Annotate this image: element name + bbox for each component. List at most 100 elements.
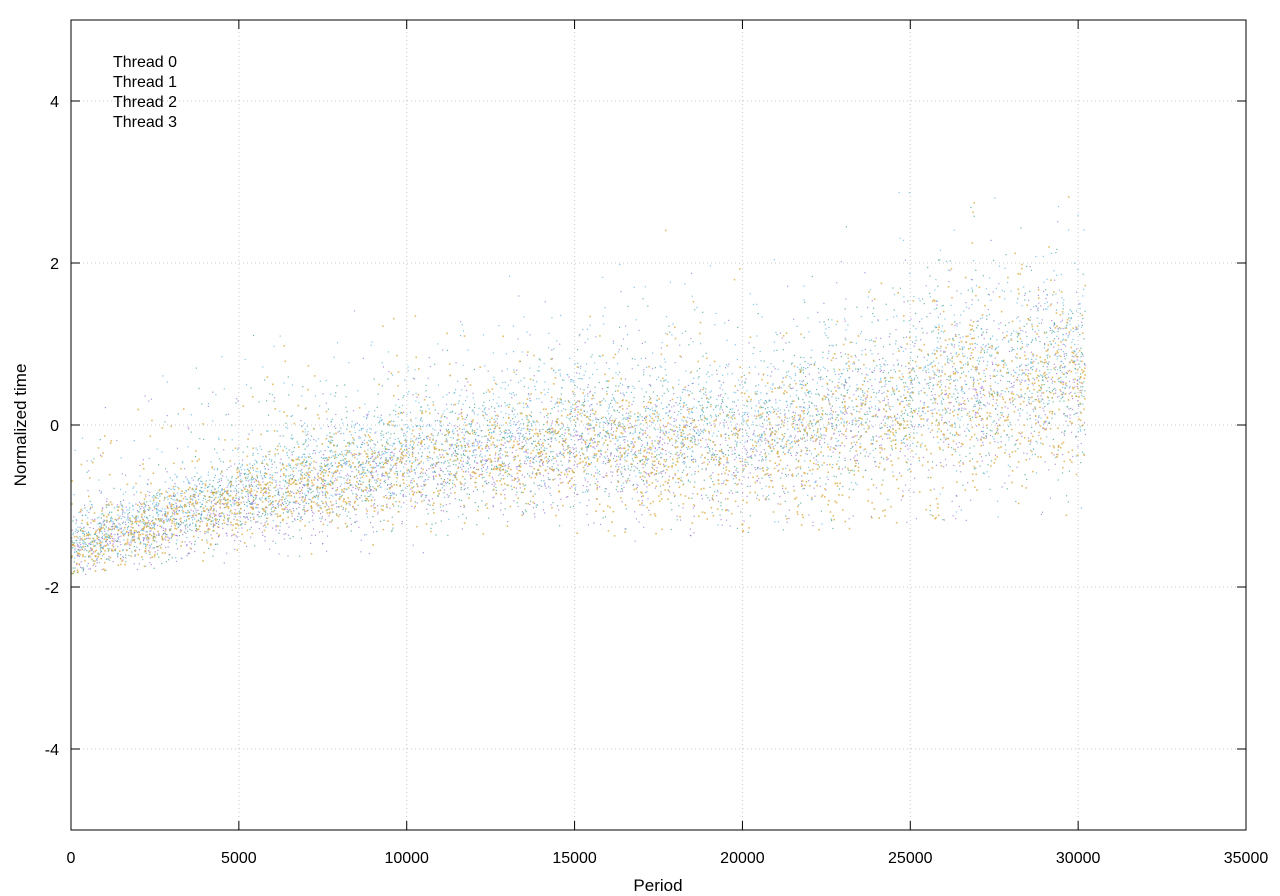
data-point — [776, 442, 778, 444]
data-point — [250, 483, 252, 486]
data-point — [645, 357, 647, 359]
data-point — [819, 377, 822, 379]
data-point — [324, 494, 326, 496]
data-point — [762, 426, 764, 428]
data-point — [345, 417, 348, 419]
data-point — [1038, 416, 1040, 419]
data-point — [230, 485, 232, 487]
data-point — [528, 428, 530, 431]
data-point — [347, 424, 349, 426]
data-point — [689, 528, 691, 530]
data-point — [498, 450, 500, 452]
data-point — [326, 460, 328, 462]
data-point — [107, 558, 109, 560]
data-point — [485, 460, 487, 462]
data-point — [668, 325, 670, 327]
data-point — [415, 425, 418, 427]
data-point — [990, 460, 993, 462]
data-point — [913, 410, 915, 412]
data-point — [176, 522, 178, 524]
data-point — [533, 375, 535, 377]
data-point — [766, 439, 768, 441]
data-point — [87, 535, 89, 537]
data-point — [474, 403, 476, 405]
data-point — [1020, 433, 1022, 435]
data-point — [920, 390, 922, 392]
data-point — [749, 485, 751, 487]
data-point — [569, 452, 571, 454]
data-point — [781, 419, 783, 421]
data-point — [856, 306, 858, 308]
data-point — [101, 507, 104, 509]
data-point — [584, 464, 586, 466]
data-point — [121, 473, 123, 475]
data-point — [1036, 305, 1038, 307]
data-point — [496, 422, 499, 424]
data-point — [702, 437, 704, 439]
data-point — [295, 502, 297, 504]
data-point — [214, 503, 216, 505]
data-point — [767, 407, 769, 409]
data-point — [262, 481, 264, 483]
data-point — [755, 385, 757, 387]
data-point — [845, 428, 847, 430]
data-point — [798, 419, 800, 421]
data-point — [164, 532, 167, 535]
data-point — [466, 493, 468, 495]
data-point — [158, 533, 160, 535]
data-point — [821, 464, 823, 466]
data-point — [158, 503, 160, 505]
data-point — [815, 459, 817, 461]
data-point — [567, 445, 569, 447]
data-point — [985, 435, 987, 437]
data-point — [705, 469, 707, 471]
data-point — [893, 416, 896, 418]
data-point — [267, 468, 269, 470]
data-point — [1024, 292, 1026, 294]
data-point — [133, 563, 135, 565]
data-point — [529, 438, 531, 440]
data-point — [703, 479, 705, 481]
data-point — [393, 505, 395, 507]
data-point — [817, 410, 819, 412]
data-point — [523, 485, 525, 487]
data-point — [851, 420, 853, 422]
data-point — [368, 490, 370, 492]
data-point — [421, 410, 423, 412]
data-point — [544, 450, 546, 452]
data-point — [948, 375, 950, 378]
data-point — [304, 462, 307, 464]
data-point — [619, 463, 621, 465]
data-point — [996, 430, 998, 432]
data-point — [580, 437, 582, 439]
data-point — [120, 535, 122, 537]
data-point — [332, 439, 334, 442]
data-point — [388, 424, 390, 426]
data-point — [801, 480, 803, 482]
data-point — [867, 381, 869, 383]
data-point — [361, 490, 363, 492]
data-point — [1020, 348, 1022, 350]
data-point — [343, 462, 345, 465]
data-point — [326, 483, 328, 486]
data-point — [143, 509, 146, 511]
data-point — [276, 472, 278, 474]
data-point — [600, 450, 602, 452]
data-point — [186, 498, 188, 500]
data-point — [135, 549, 137, 551]
data-point — [529, 503, 531, 506]
data-point — [869, 410, 871, 413]
data-point — [80, 561, 82, 563]
data-point — [582, 439, 584, 441]
data-point — [634, 540, 636, 542]
data-point — [660, 472, 662, 475]
data-point — [685, 466, 687, 468]
data-point — [570, 478, 572, 480]
data-point — [99, 549, 102, 551]
data-point — [702, 311, 704, 313]
data-point — [600, 454, 602, 456]
data-point — [802, 488, 804, 490]
data-point — [1060, 390, 1062, 392]
data-point — [250, 520, 252, 522]
data-point — [762, 422, 764, 425]
